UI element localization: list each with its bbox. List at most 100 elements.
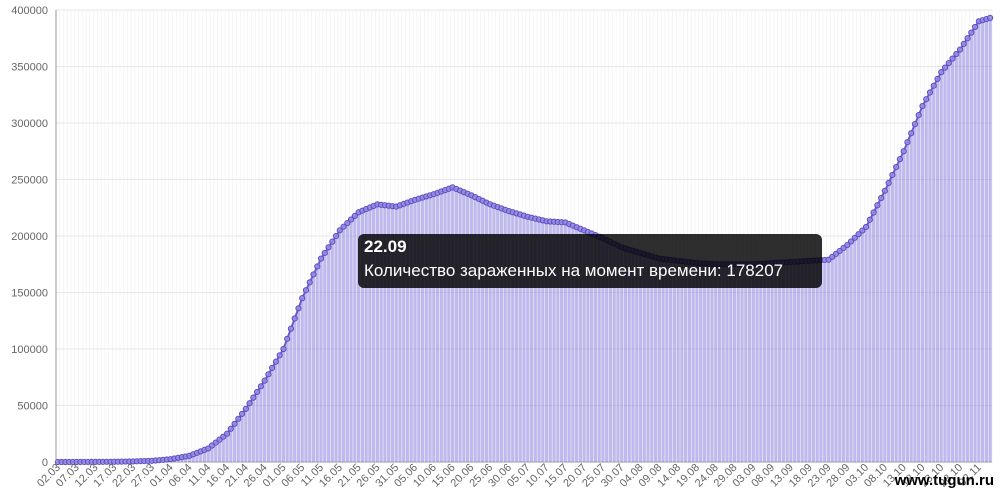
data-point — [284, 335, 291, 342]
bar — [669, 259, 673, 462]
bar — [623, 248, 628, 462]
bar — [428, 195, 432, 462]
bar — [793, 261, 797, 462]
bar — [300, 298, 304, 462]
bar — [905, 142, 910, 462]
data-point — [956, 46, 964, 53]
bar — [214, 442, 218, 462]
data-point — [889, 171, 896, 179]
bar — [417, 198, 421, 462]
bar — [368, 207, 372, 462]
bar — [357, 212, 361, 462]
bar — [954, 54, 958, 462]
bar — [278, 355, 282, 462]
bar — [477, 198, 481, 462]
bar — [845, 245, 849, 462]
bar — [199, 451, 203, 462]
bar — [939, 72, 943, 463]
data-point — [844, 241, 851, 249]
y-tick-label: 100000 — [11, 344, 48, 356]
bar — [717, 264, 722, 462]
bar — [311, 274, 316, 462]
bar — [221, 436, 225, 462]
bar — [834, 253, 838, 462]
bar — [597, 236, 601, 462]
bar — [943, 67, 947, 462]
data-point — [344, 220, 351, 227]
data-point — [254, 388, 261, 396]
bar — [541, 220, 545, 462]
bar — [334, 236, 338, 462]
bar — [680, 261, 684, 462]
data-point — [276, 352, 283, 359]
bar — [924, 99, 928, 463]
bar — [898, 159, 902, 462]
data-point — [851, 234, 858, 241]
bar — [778, 262, 782, 462]
data-point — [287, 325, 295, 332]
data-point — [291, 315, 298, 322]
bar — [375, 204, 379, 463]
bar — [691, 262, 695, 462]
bar — [977, 21, 981, 463]
bar — [984, 19, 988, 462]
bar — [432, 194, 436, 462]
bar — [894, 167, 898, 462]
bar — [511, 212, 515, 462]
data-point — [325, 244, 332, 251]
site-watermark: www.tugun.ru — [894, 472, 994, 489]
bar — [883, 190, 887, 463]
bar — [789, 261, 793, 462]
bar — [195, 452, 199, 462]
bar — [360, 210, 364, 462]
bar — [435, 192, 440, 463]
bar — [796, 261, 800, 462]
bar — [323, 252, 327, 462]
bar — [860, 230, 864, 462]
bar — [736, 264, 740, 462]
y-tick-label: 50000 — [17, 401, 48, 413]
bar — [751, 264, 755, 462]
bar — [819, 260, 823, 462]
bar — [232, 423, 237, 462]
bar — [274, 361, 278, 462]
chart-bars — [78, 17, 992, 463]
data-point — [265, 371, 272, 378]
bar — [721, 264, 725, 462]
bar — [439, 191, 443, 462]
bar — [601, 238, 605, 462]
bar — [556, 221, 560, 462]
data-point — [246, 400, 253, 407]
y-tick-label: 350000 — [11, 62, 48, 74]
data-point — [321, 249, 328, 257]
bar — [390, 206, 395, 462]
bar — [687, 262, 691, 462]
bar — [586, 231, 590, 462]
data-point — [306, 279, 313, 286]
data-point — [250, 394, 257, 401]
chart-points — [54, 14, 994, 466]
bar — [638, 252, 643, 462]
bar — [293, 318, 297, 462]
data-point — [223, 430, 231, 437]
bar — [635, 251, 639, 462]
bar — [443, 190, 447, 462]
bar — [702, 263, 707, 462]
bar — [563, 222, 567, 462]
bar — [229, 428, 233, 462]
bar — [928, 92, 932, 463]
bar — [808, 260, 812, 462]
bar — [650, 256, 654, 462]
bar — [447, 188, 451, 463]
bar — [424, 196, 428, 462]
bar — [469, 195, 473, 462]
bar — [244, 408, 248, 462]
data-point — [862, 223, 870, 231]
bar — [823, 259, 827, 462]
bar — [326, 247, 331, 462]
data-point — [299, 295, 306, 302]
bar — [263, 380, 267, 462]
y-tick-label: 200000 — [11, 231, 48, 243]
bar — [631, 250, 635, 462]
